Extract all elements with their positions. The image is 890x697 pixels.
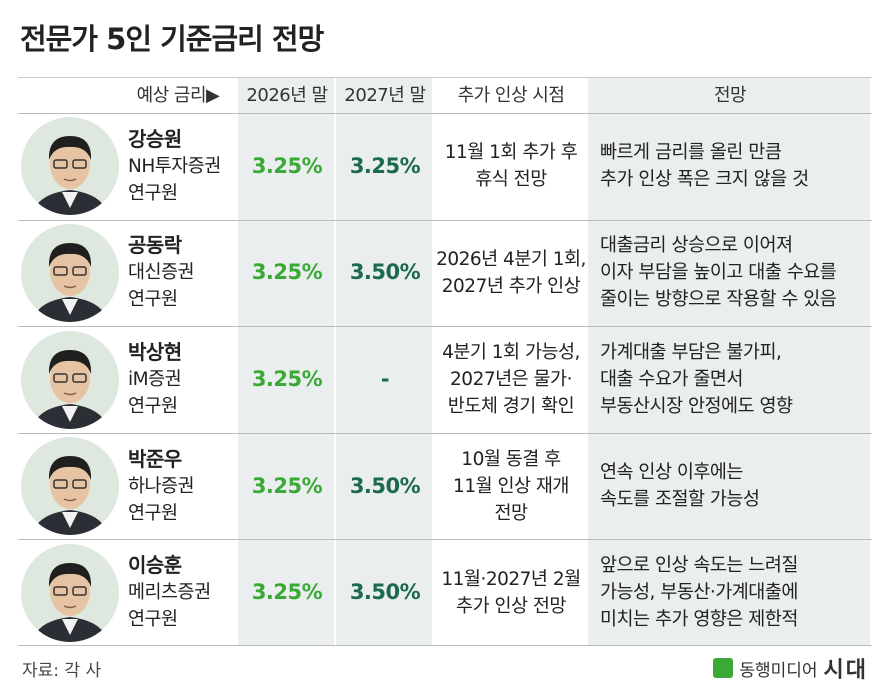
logo: 동행미디어 시대 — [713, 652, 868, 684]
timing-line: 4분기 1회 가능성, — [442, 341, 580, 363]
rate-2027: - — [380, 366, 390, 391]
rate-2027: 3.25% — [349, 153, 421, 178]
timing-line: 반도체 경기 확인 — [447, 395, 575, 417]
person-name: 이승훈 — [128, 553, 182, 578]
rate-2027: 3.50% — [349, 580, 421, 605]
outlook-line: 줄이는 방향으로 작용할 수 있음 — [600, 289, 837, 311]
position: 연구원 — [128, 182, 178, 204]
avatar — [21, 223, 119, 322]
table: 예상 금리▶ 2026년 말 2027년 말 추가 인상 시점 전망 강승원 NH투자증권 연… — [18, 77, 872, 646]
rate-2026: 3.25% — [251, 473, 323, 498]
column-header: 예상 금리▶ — [136, 85, 220, 106]
timing: 2026년 4분기 1회, 2027년 추가 인상 — [434, 220, 588, 327]
outlook-line: 이자 부담을 높이고 대출 수요를 — [600, 262, 837, 284]
outlook-line: 빠르게 금리를 올린 만큼 — [600, 142, 782, 164]
person-name: 박상현 — [128, 339, 182, 364]
outlook-line: 가능성, 부동산·가계대출에 — [600, 582, 798, 604]
affiliation: 메리츠증권 — [128, 582, 211, 604]
column-header: 2027년 말 — [344, 85, 426, 106]
timing: 4분기 1회 가능성, 2027년은 물가· 반도체 경기 확인 — [434, 326, 588, 433]
row-divider — [18, 539, 872, 541]
rate-2026: 3.25% — [251, 153, 323, 178]
rate-2026: 3.25% — [251, 366, 323, 391]
outlook-line: 추가 인상 폭은 크지 않을 것 — [600, 169, 809, 191]
column-shade — [238, 78, 334, 646]
outlook-line: 가계대출 부담은 불가피, — [600, 341, 782, 363]
outlook-line: 대출금리 상승으로 이어져 — [600, 235, 793, 257]
outlook-line: 연속 인상 이후에는 — [600, 462, 743, 484]
column-header: 2026년 말 — [246, 85, 328, 106]
timing-line: 2027년은 물가· — [450, 368, 572, 390]
row-divider — [18, 645, 872, 646]
logo-mark — [713, 658, 734, 678]
outlook-line: 대출 수요가 줄면서 — [600, 368, 743, 390]
position: 연구원 — [128, 395, 178, 417]
avatar — [21, 543, 119, 642]
affiliation: 대신증권 — [128, 262, 195, 284]
column-shade — [336, 78, 432, 646]
logo-text: 동행미디어 — [739, 660, 818, 681]
source: 자료: 각 사 — [22, 661, 102, 681]
avatar — [21, 330, 119, 429]
timing-line: 2027년 추가 인상 — [441, 275, 581, 297]
avatar — [21, 117, 119, 216]
person-name: 공동락 — [128, 233, 182, 258]
logo-brand: 시대 — [823, 658, 868, 683]
outlook-line: 속도를 조절할 가능성 — [600, 489, 760, 511]
person-name: 강승원 — [128, 126, 182, 151]
outlook-line: 미치는 추가 영향은 제한적 — [600, 609, 798, 631]
timing-line: 11월 1회 추가 후 — [444, 142, 578, 164]
rate-2027: 3.50% — [349, 473, 421, 498]
affiliation: iM증권 — [128, 368, 182, 390]
position: 연구원 — [128, 289, 178, 311]
column-shade — [588, 78, 870, 646]
row-divider — [18, 432, 872, 434]
position: 연구원 — [128, 609, 178, 631]
timing-line: 2026년 4분기 1회, — [436, 248, 586, 270]
rate-2027: 3.50% — [349, 260, 421, 285]
affiliation: NH투자증권 — [128, 155, 221, 177]
column-header: 전망 — [713, 85, 747, 106]
title: 전문가 5인 기준금리 전망 — [20, 22, 324, 56]
outlook-line: 앞으로 인상 속도는 느려질 — [600, 555, 798, 577]
timing-line: 10월 동결 후 — [461, 448, 561, 470]
column-header: 추가 인상 시점 — [457, 85, 565, 106]
affiliation: 하나증권 — [128, 475, 195, 497]
row-divider — [18, 219, 872, 221]
rate-2026: 3.25% — [251, 260, 323, 285]
avatar — [21, 437, 119, 536]
timing-line: 11월 인상 재개 — [453, 475, 569, 497]
timing-line: 전망 — [494, 502, 528, 524]
timing-line: 휴식 전망 — [475, 169, 547, 191]
outlook-line: 부동산시장 안정에도 영향 — [600, 395, 793, 417]
row-divider — [18, 326, 872, 328]
timing-line: 추가 인상 전망 — [456, 595, 566, 617]
timing-line: 11월·2027년 2월 — [441, 568, 581, 590]
rate-2026: 3.25% — [251, 580, 323, 605]
row-divider — [18, 113, 872, 114]
person-name: 박준우 — [128, 446, 182, 471]
position: 연구원 — [128, 502, 178, 524]
